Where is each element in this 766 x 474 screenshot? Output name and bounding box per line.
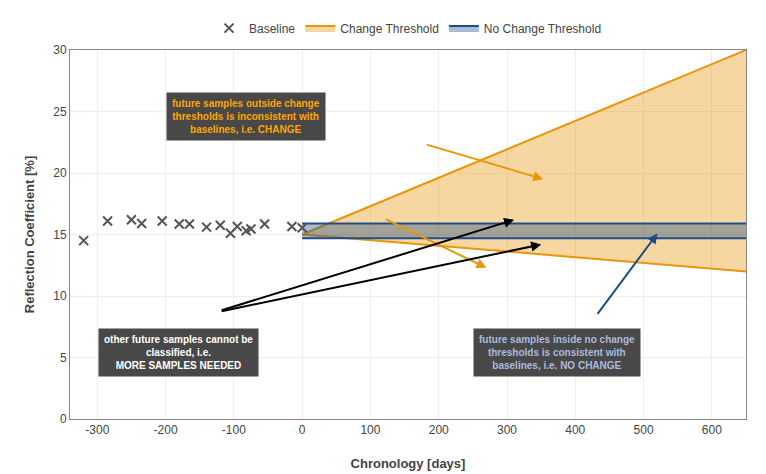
svg-text:500: 500 (634, 423, 654, 437)
svg-text:Reflection Coefficient [%]: Reflection Coefficient [%] (22, 156, 37, 313)
svg-text:25: 25 (53, 105, 67, 119)
svg-text:600: 600 (702, 423, 722, 437)
svg-text:0: 0 (299, 423, 306, 437)
svg-text:-200: -200 (154, 423, 178, 437)
svg-text:20: 20 (53, 166, 67, 180)
svg-text:200: 200 (429, 423, 449, 437)
svg-text:Chronology [days]: Chronology [days] (351, 456, 466, 471)
svg-text:15: 15 (53, 228, 67, 242)
svg-text:10: 10 (53, 289, 67, 303)
svg-text:30: 30 (53, 43, 67, 57)
svg-text:-100: -100 (222, 423, 246, 437)
svg-text:Change Threshold: Change Threshold (340, 22, 439, 36)
svg-text:future samples inside no chang: future samples inside no changethreshold… (479, 334, 635, 371)
svg-text:400: 400 (565, 423, 585, 437)
svg-text:0: 0 (60, 412, 67, 426)
svg-text:No Change Threshold: No Change Threshold (484, 22, 601, 36)
svg-text:Baseline: Baseline (249, 22, 295, 36)
svg-text:100: 100 (360, 423, 380, 437)
svg-text:other future samples cannot be: other future samples cannot beclassified… (104, 334, 253, 371)
svg-text:-300: -300 (85, 423, 109, 437)
svg-text:300: 300 (497, 423, 517, 437)
svg-text:future samples outside changet: future samples outside changethresholds … (172, 98, 320, 135)
svg-text:5: 5 (60, 351, 67, 365)
